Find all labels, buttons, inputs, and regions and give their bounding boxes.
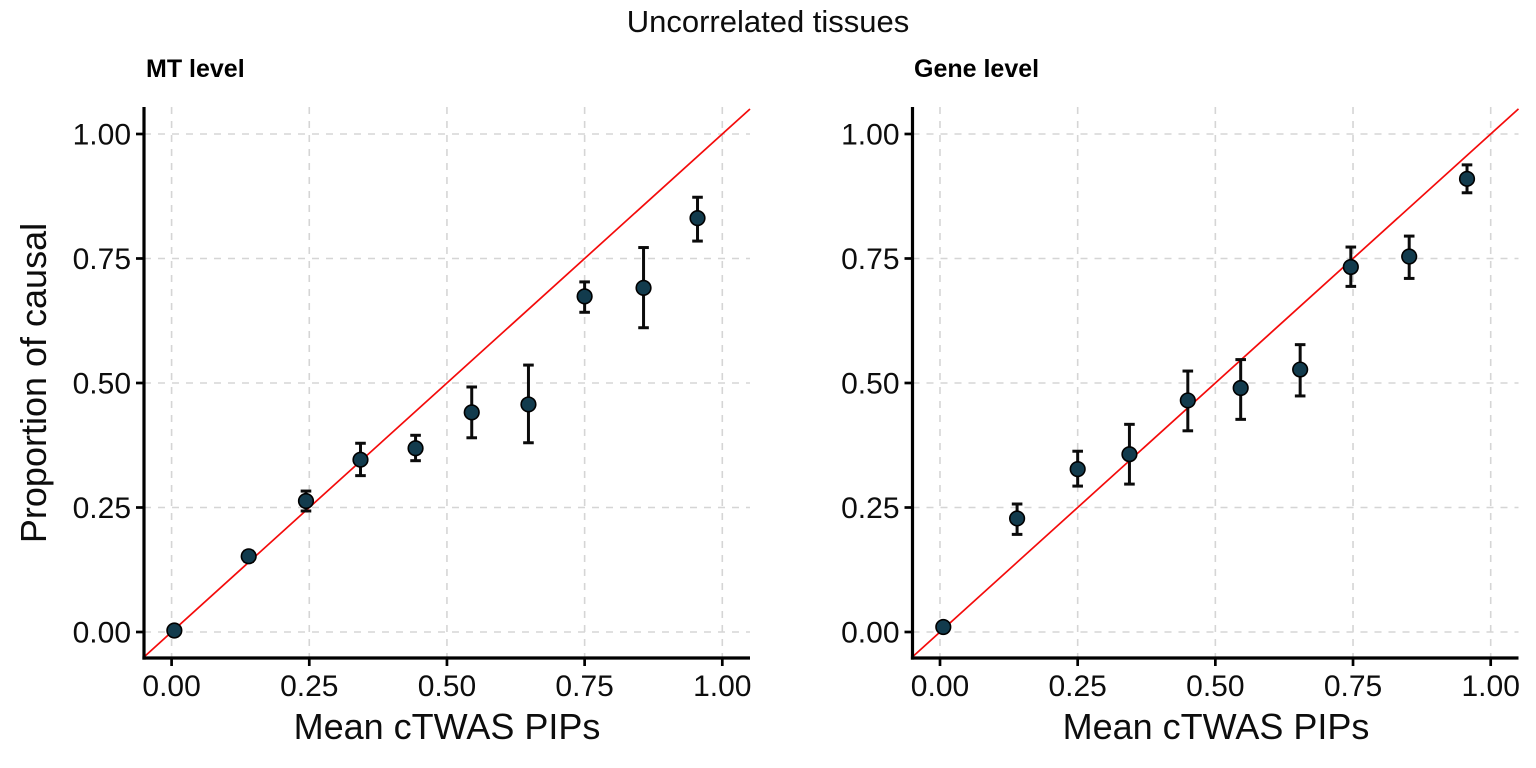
y-tick-label: 0.75 <box>841 243 899 276</box>
data-point <box>635 279 652 296</box>
identity-diagonal-line <box>143 108 751 658</box>
x-tick-label: 0.00 <box>142 670 200 703</box>
x-axis-title-mt: Mean cTWAS PIPs <box>293 706 601 747</box>
data-point <box>935 618 952 636</box>
y-tick-label: 0.00 <box>73 617 131 650</box>
data-point <box>1458 170 1476 187</box>
y-tick-label: 0.50 <box>841 368 899 401</box>
y-axis-title: Proportion of causal <box>13 222 54 544</box>
x-tick-label: 1.00 <box>693 670 751 703</box>
data-point <box>240 548 257 565</box>
x-tick-label: 0.50 <box>1186 670 1244 703</box>
data-point <box>297 492 315 510</box>
data-point <box>576 288 593 305</box>
data-point <box>1121 446 1138 463</box>
data-point <box>1008 510 1026 527</box>
x-tick-label: 0.25 <box>280 670 338 703</box>
y-tick-label: 1.00 <box>841 119 899 152</box>
panel-title-gene-level: Gene level <box>914 55 1040 83</box>
data-point <box>520 396 537 413</box>
x-axis-title-gene: Mean cTWAS PIPs <box>1062 706 1370 747</box>
data-point <box>1069 461 1086 478</box>
y-tick-label: 0.50 <box>73 368 131 401</box>
data-point <box>1292 361 1309 378</box>
data-point <box>689 210 706 227</box>
x-tick-label: 0.00 <box>911 670 969 703</box>
data-point <box>1401 248 1418 265</box>
y-tick-label: 0.25 <box>841 492 899 525</box>
y-tick-label: 1.00 <box>73 119 131 152</box>
data-point <box>166 622 183 639</box>
x-tick-label: 0.75 <box>1324 670 1382 703</box>
data-point <box>352 451 369 468</box>
panel-title-mt-level: MT level <box>146 55 245 83</box>
x-tick-label: 0.25 <box>1048 670 1106 703</box>
data-point <box>1342 258 1359 276</box>
y-tick-label: 0.00 <box>841 617 899 650</box>
y-tick-label: 0.25 <box>73 492 131 525</box>
y-tick-label: 0.75 <box>73 243 131 276</box>
x-tick-label: 1.00 <box>1462 670 1520 703</box>
data-point <box>407 440 424 457</box>
data-point <box>1232 379 1249 397</box>
x-tick-label: 0.75 <box>555 670 613 703</box>
data-point <box>463 404 480 421</box>
data-point <box>1179 392 1196 409</box>
chart-title: Uncorrelated tissues <box>626 4 910 39</box>
x-tick-label: 0.50 <box>418 670 476 703</box>
identity-diagonal-line <box>911 108 1520 658</box>
